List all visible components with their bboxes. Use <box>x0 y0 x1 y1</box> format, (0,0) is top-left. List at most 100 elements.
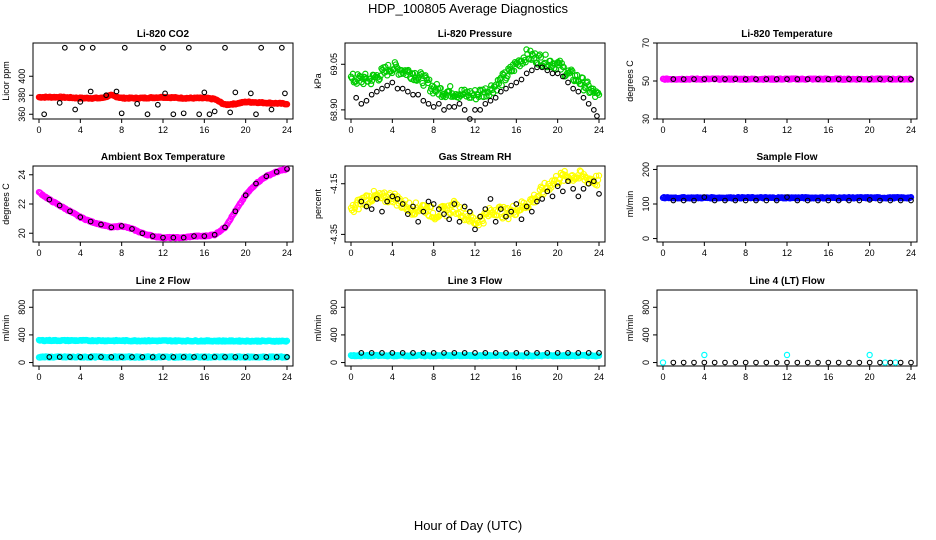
plot4-hourly-point <box>56 202 63 209</box>
plot2-hourly-point <box>539 64 546 71</box>
plot8-hourly-point <box>368 350 375 356</box>
plot8-ytick-label: 0 <box>329 360 339 365</box>
plot9-hourly-point <box>877 359 883 366</box>
plot5-xtick-label: 8 <box>431 248 436 258</box>
plot9-hourly-point <box>835 359 842 366</box>
plot2-avg-point <box>362 70 369 78</box>
plot5-hourly-point <box>363 203 370 210</box>
plot2-hourly-point <box>554 70 561 77</box>
plot4-hourly-point <box>149 233 156 240</box>
plot4-hourly-point <box>46 196 53 203</box>
plot9-hourly-point <box>773 359 780 366</box>
plot3-hourly-point <box>804 76 811 82</box>
plot2-hourly-point <box>389 79 396 86</box>
plot9-xtick-label: 20 <box>865 372 875 382</box>
plot1-ytick-label: 400 <box>17 69 27 84</box>
plot1-xtick-label: 4 <box>78 125 83 135</box>
plot7-cyan_avg-point <box>283 337 291 345</box>
plot6-hourly-point <box>835 197 842 204</box>
plot5-hourly-point <box>420 208 427 215</box>
plot1-spikes-point <box>77 99 84 105</box>
plot6-ylabel: ml/min <box>625 191 635 218</box>
plot7-hourly-point <box>77 354 84 360</box>
plot6-hourly-point <box>794 197 801 204</box>
plot7-hourly-point <box>56 354 63 360</box>
plot6-xtick-label: 0 <box>660 248 665 258</box>
plot5-hourly-point <box>451 201 458 207</box>
plot7-hourly-point <box>242 354 249 360</box>
plot3-hourly-point <box>763 76 770 82</box>
plot4-hourly-point <box>118 223 125 229</box>
plot1-spikes-point <box>282 90 288 97</box>
plot2-hourly-point <box>425 100 432 107</box>
plot6-ytick-label: 100 <box>641 196 651 211</box>
plot4-hourly-point <box>242 192 249 199</box>
plot2-avg-point <box>569 67 576 75</box>
plot3-hourly-point <box>753 76 759 82</box>
plot7-ytick-label: 400 <box>17 327 27 342</box>
plot7-hourly-point <box>129 354 135 360</box>
plot2-xtick-label: 24 <box>594 125 604 135</box>
plot9-ytick-label: 0 <box>641 360 651 365</box>
plot1-title: Li-820 CO2 <box>137 29 190 40</box>
plot7-xtick-label: 12 <box>158 372 168 382</box>
plot2-hourly-point <box>363 97 370 104</box>
plot6-hourly-point <box>680 197 687 204</box>
plot1-spikes-point <box>258 44 265 51</box>
plot4-xtick-label: 12 <box>158 248 168 258</box>
plot4-ytick-label: 22 <box>17 199 27 209</box>
plot5-hourly-point <box>544 188 551 195</box>
plot6-hourly-point <box>711 197 718 204</box>
plot2-hourly-point <box>435 100 442 107</box>
plot4-ytick-label: 24 <box>17 170 27 180</box>
plot1-spikes-point <box>268 106 275 113</box>
plot8-hourly-point <box>585 350 592 356</box>
plot2-hourly-point <box>544 67 551 74</box>
plot2-hourly-point <box>508 82 515 89</box>
plot4-hourly-point <box>211 231 218 238</box>
plot5-hourly-point <box>404 211 411 217</box>
plot2-hourly-point <box>410 91 416 98</box>
plot5-ytick-label: -4.15 <box>329 173 339 194</box>
plot3-hourly-point <box>887 76 894 82</box>
plot7-hourly-point <box>98 354 104 360</box>
plot6-ytick-label: 200 <box>641 162 651 177</box>
plot2-avg-point <box>437 84 444 92</box>
plot5-hourly-point <box>425 198 432 205</box>
plot2-hourly-point <box>441 107 447 113</box>
plot2-ytick-label: 68.90 <box>329 99 339 122</box>
plot5-hourly-point <box>585 180 592 187</box>
plot5-hourly-point <box>394 196 401 202</box>
plot1-xtick-label: 24 <box>282 125 292 135</box>
plot8-hourly-point <box>492 350 499 356</box>
plot2-avg-point <box>542 51 549 58</box>
plot9-cyan_avg-point <box>892 359 899 366</box>
plot9-hourly-point <box>732 359 739 366</box>
plot5-avg-point <box>595 172 603 179</box>
plot1-spikes-point <box>278 44 285 51</box>
plot6-hourly-point <box>701 194 708 200</box>
plot8-ytick-label: 800 <box>329 300 339 315</box>
plot3-hourly-point <box>773 76 780 82</box>
plot7-hourly-point <box>160 354 166 360</box>
plot7-hourly-point <box>139 354 146 360</box>
plot6-hourly-point <box>846 197 852 204</box>
plot7-hourly-point <box>263 354 270 360</box>
plot1-spikes-point <box>121 44 128 51</box>
plot4-hourly-point <box>108 224 115 231</box>
plot5-hourly-point <box>596 191 602 197</box>
plot9-hourly-point <box>897 359 904 366</box>
plot5-hourly-point <box>472 226 478 233</box>
plot6-hourly-point <box>732 197 739 204</box>
plot6-ytick-label: 0 <box>641 236 651 241</box>
plot4-hourly-point <box>284 166 290 172</box>
plot4-hourly-point <box>191 233 197 240</box>
plot2-xtick-label: 12 <box>470 125 480 135</box>
plot8-hourly-point <box>513 350 520 356</box>
plot6-frame <box>656 165 918 243</box>
plot5-hourly-point <box>492 218 499 225</box>
plot8-ytick-label: 400 <box>329 327 339 342</box>
plot6-xtick-label: 8 <box>743 248 748 258</box>
plot5-xtick-label: 16 <box>511 248 521 258</box>
plot5-avg-point <box>411 211 419 218</box>
